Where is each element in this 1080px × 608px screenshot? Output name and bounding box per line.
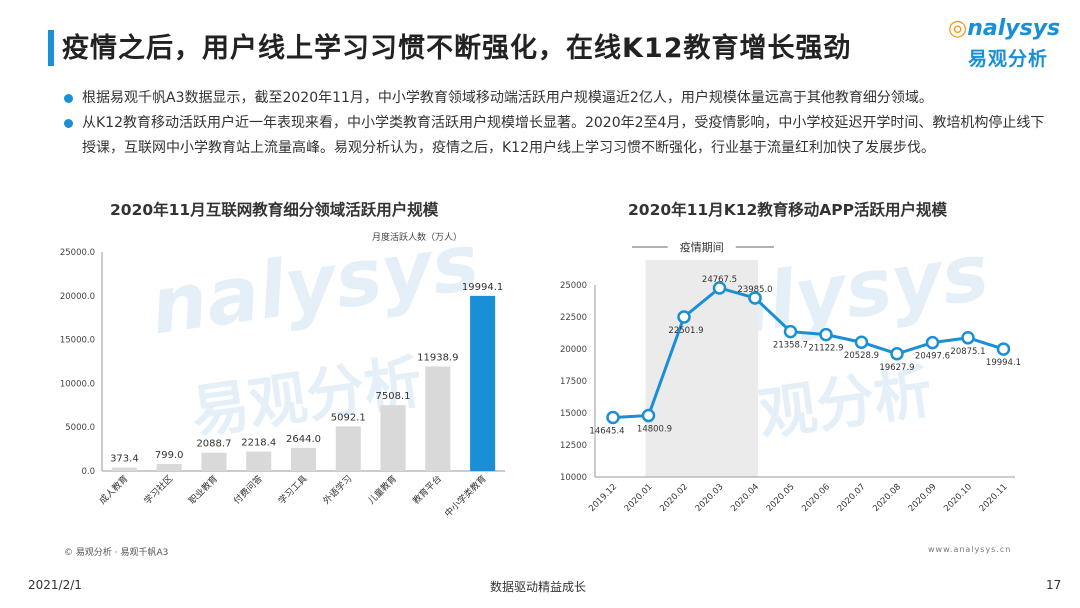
bar-category-label: 付费问答 [231, 473, 265, 507]
line-ytick-label: 12500 [560, 441, 587, 451]
bullet-item: 根据易观千帆A3数据显示，截至2020年11月，中小学教育领域移动端活跃用户规模… [64, 86, 1054, 111]
bar-category-label: 学习工具 [276, 473, 310, 507]
bar-ytick-label: 20000.0 [60, 292, 95, 302]
epidemic-period-label: 疫情期间 [680, 240, 724, 254]
bar-ytick-label: 10000.0 [60, 379, 95, 389]
bar-value-label: 2644.0 [286, 434, 321, 445]
bar-mark [201, 452, 227, 471]
line-point [961, 331, 975, 345]
page-slogan: 数据驱动精益成长 [490, 580, 587, 594]
line-value-label: 19994.1 [986, 358, 1021, 368]
line-xtick-label: 2020.05 [765, 482, 797, 514]
bar-category-label: 外语学习 [320, 473, 354, 507]
line-xtick-label: 2020.02 [658, 482, 690, 514]
bar-chart: 月度活跃人数（万人） 0.0 5000.0 10000.0 15000.0 20000.0… [60, 231, 505, 520]
line-value-label: 14800.9 [637, 425, 672, 435]
line-value-label: 20875.1 [950, 347, 985, 357]
bar-value-label: 799.0 [155, 450, 184, 461]
line-point [925, 335, 940, 350]
bar-mark [246, 451, 272, 471]
bar-value-label: 7508.1 [376, 391, 411, 402]
line-point [641, 408, 656, 423]
line-point [606, 410, 620, 425]
site-url: www.analysys.cn [928, 545, 1012, 554]
line-value-label: 21122.9 [808, 344, 843, 354]
bar-mark [380, 405, 406, 471]
bar-value-label: 5092.1 [331, 412, 366, 423]
line-point [712, 281, 727, 295]
line-xtick-label: 2020.04 [729, 482, 761, 514]
line-ytick-label: 25000 [560, 281, 587, 291]
line-chart-title: 2020年11月K12教育移动APP活跃用户规模 [628, 201, 948, 219]
brand-logo: ◎nalysys 易观分析 [948, 16, 1060, 76]
line-value-label: 19627.9 [879, 363, 914, 373]
bar-mark [111, 467, 137, 471]
logo-o-icon: ◎ [948, 16, 968, 41]
line-value-label: 22501.9 [668, 326, 703, 336]
bar-category-label: 成人教育 [97, 473, 131, 507]
bar-category-label: 职业教育 [186, 473, 220, 507]
bar-mark [156, 464, 182, 471]
bar-value-label: 373.4 [110, 454, 139, 465]
bar-ytick-label: 5000.0 [65, 423, 95, 433]
line-point [748, 291, 762, 305]
line-ytick-label: 15000 [560, 409, 587, 419]
line-point [677, 310, 691, 324]
line-value-label: 20528.9 [844, 351, 879, 361]
bar-category-label: 中小学类教育 [442, 473, 489, 520]
bar-ytick-label: 25000.0 [60, 248, 95, 258]
bar-value-label: 2088.7 [196, 439, 231, 450]
line-point [783, 324, 798, 339]
line-xtick-label: 2020.07 [836, 482, 868, 514]
bar-mark [470, 295, 496, 471]
page-number: 17 [1046, 578, 1062, 592]
page-date: 2021/2/1 [28, 578, 82, 592]
line-xtick-label: 2019.12 [587, 482, 619, 514]
line-point [819, 327, 833, 342]
bar-category-label: 学习社区 [141, 473, 175, 507]
bar-value-label: 11938.9 [417, 352, 458, 363]
bar-mark [290, 447, 317, 471]
line-value-label: 24767.5 [702, 275, 737, 285]
line-value-label: 23985.0 [737, 285, 772, 295]
line-value-label: 21358.7 [773, 341, 808, 351]
page-title: 疫情之后，用户线上学习习惯不断强化，在线K12教育增长强劲 [62, 33, 852, 64]
line-xtick-label: 2020.10 [942, 482, 974, 514]
bar-category-label: 儿童教育 [365, 473, 399, 507]
source-note: © 易观分析 · 易观千帆A3 [64, 548, 169, 558]
line-point [996, 342, 1011, 356]
line-xtick-label: 2020.11 [978, 482, 1010, 514]
line-value-label: 20497.6 [915, 352, 950, 362]
logo-en-text: nalysys [967, 16, 1061, 41]
bar-mark [335, 426, 361, 471]
bar-value-label: 19994.1 [462, 282, 503, 293]
line-ytick-label: 20000 [560, 345, 587, 355]
line-xtick-label: 2020.06 [800, 482, 832, 514]
line-xtick-label: 2020.01 [623, 482, 655, 514]
bar-ylabel: 月度活跃人数（万人） [372, 231, 462, 243]
line-xtick-label: 2020.03 [694, 482, 726, 514]
logo-cn-text: 易观分析 [968, 48, 1049, 70]
line-ytick-label: 22500 [560, 313, 587, 323]
bullet-item: 从K12教育移动活跃用户近一年表现来看，中小学类教育活跃用户规模增长显著。202… [64, 111, 1054, 161]
bar-category-label: 教育平台 [410, 473, 444, 507]
line-chart: 疫情期间 10000 12500 15000 17500 20000 22500 25000 1… [560, 240, 1021, 514]
bar-value-label: 2218.4 [241, 438, 276, 449]
title-accent-bar [48, 30, 54, 66]
summary-bullets: 根据易观千帆A3数据显示，截至2020年11月，中小学教育领域移动端活跃用户规模… [64, 86, 1054, 161]
line-ytick-label: 10000 [560, 473, 587, 483]
line-value-label: 14645.4 [589, 427, 624, 437]
bar-ytick-label: 0.0 [81, 467, 95, 477]
bar-chart-title: 2020年11月互联网教育细分领域活跃用户规模 [110, 201, 439, 219]
line-point [890, 347, 904, 361]
line-xtick-label: 2020.09 [907, 482, 939, 514]
line-ytick-label: 17500 [560, 377, 587, 387]
bar-mark [425, 366, 451, 471]
line-xtick-label: 2020.08 [871, 482, 903, 514]
logo-wordmark: ◎nalysys [948, 16, 1060, 41]
bar-ytick-label: 15000.0 [60, 336, 95, 346]
line-point [854, 335, 869, 349]
